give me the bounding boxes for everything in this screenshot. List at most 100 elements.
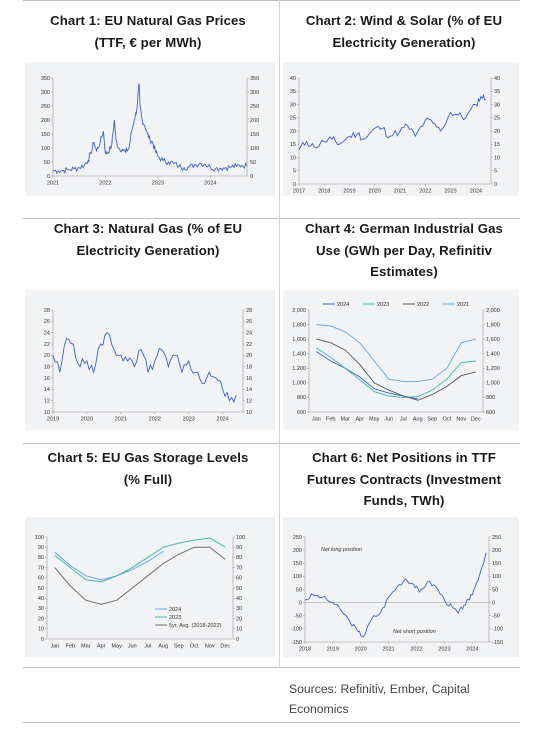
c2-ytick-label-right: 20: [494, 129, 500, 135]
c2-ytick-label-left: 35: [290, 89, 296, 95]
c5-series-0: [54, 550, 164, 581]
c5-xtick-label: Mar: [81, 644, 91, 650]
c6-ytick-label-right: 0: [492, 600, 495, 606]
c3-ytick-label-right: 28: [246, 308, 252, 314]
c6-ytick-label-right: -100: [492, 627, 503, 633]
c4-xtick-label: Sep: [427, 417, 437, 423]
c5-series-2: [54, 546, 226, 605]
c3-xtick-label: 2022: [149, 417, 161, 423]
c3-ytick-label-right: 22: [246, 342, 252, 348]
c2-ytick-label-right: 30: [494, 102, 500, 108]
c6-annotation-short: Net short position: [393, 629, 436, 635]
c4-ytick-label-left: 2,000: [292, 308, 306, 314]
c4-xtick-label: Oct: [442, 417, 451, 423]
c6-ytick-label-left: 250: [293, 535, 302, 541]
chart5-title-line1: Chart 5: EU Gas Storage Levels: [47, 450, 249, 465]
c4-xtick-label: Apr: [355, 417, 364, 423]
c6-annotation-long: Net long position: [321, 547, 362, 553]
c4-xtick-label: Jan: [312, 417, 321, 423]
c6-ytick-label-left: 50: [296, 587, 302, 593]
c5-ytick-label-left: 40: [38, 596, 44, 602]
c3-xtick-label: 2021: [115, 417, 127, 423]
c5-ytick-label-right: 20: [236, 616, 242, 622]
c1-xtick-label: 2024: [204, 181, 216, 187]
c3-ytick-label-left: 12: [44, 398, 50, 404]
c5-ytick-label-left: 80: [38, 555, 44, 561]
c3-ytick-label-left: 28: [44, 308, 50, 314]
c3-ytick-label-left: 10: [44, 410, 50, 416]
c4-legend-label: 2024: [337, 302, 349, 308]
sources-note: Sources: Refinitiv, Ember, Capital Econo…: [289, 682, 470, 716]
c3-ytick-label-left: 14: [44, 387, 50, 393]
c5-xtick-label: Nov: [205, 644, 215, 650]
c5-ytick-label-left: 100: [35, 535, 44, 541]
c1-ytick-label-right: 350: [250, 76, 259, 82]
chart6-svg: -150 -150 -100 -100 -50 -50 0 0 50 50 100 100 150 150…: [291, 535, 503, 653]
chart4-svg: 600 600 800 800 1,000 1,000 1,200 1,200 1,400 1,4…: [292, 302, 500, 423]
c6-ytick-label-right: -50: [492, 614, 500, 620]
c1-ytick-label-left: 0: [47, 174, 50, 180]
c1-xtick-label: 2021: [47, 181, 59, 187]
chart1-svg: 0 0 50 50 100 100 150 150 200 200 250 250 300 300 350 3…: [41, 76, 259, 187]
c5-xtick-label: Aug: [158, 644, 168, 650]
c4-ytick-label-left: 1,600: [292, 337, 306, 343]
c5-ytick-label-right: 10: [236, 627, 242, 633]
c4-ytick-label-right: 1,800: [486, 322, 500, 328]
c5-ytick-label-left: 0: [41, 637, 44, 643]
c5-xtick-label: Dec: [220, 644, 230, 650]
chart6-panel: -150 -150 -100 -100 -50 -50 0 0 50 50 100 100 150 150…: [283, 517, 519, 657]
chart2-title: Chart 2: Wind & Solar (% of EU Electrici…: [286, 10, 522, 53]
c2-ytick-label-right: 5: [494, 169, 497, 175]
c3-ytick-label-left: 24: [44, 330, 50, 336]
c6-xtick-label: 2018: [299, 647, 311, 653]
c5-legend-label: 5yr. Avg. (2018-2022): [169, 623, 222, 629]
c2-xtick-label: 2024: [470, 189, 482, 195]
c3-ytick-label-right: 26: [246, 319, 252, 325]
c1-ytick-label-left: 50: [44, 160, 50, 166]
c5-ytick-label-right: 50: [236, 586, 242, 592]
c6-xtick-label: 2022: [410, 647, 422, 653]
c5-ytick-label-left: 10: [38, 627, 44, 633]
chart1-title-line1: Chart 1: EU Natural Gas Prices: [50, 13, 246, 28]
c6-ytick-label-left: -50: [294, 614, 302, 620]
c1-series-line: [52, 83, 248, 175]
c3-ytick-label-right: 20: [246, 353, 252, 359]
c6-ytick-label-right: 250: [492, 535, 501, 541]
chart6-title: Chart 6: Net Positions in TTF Futures Co…: [286, 447, 522, 512]
chart5-panel: 0 0 10 10 20 20 30 30 40 40 50 50 60 60 70 70 80 80 90 90 10…: [25, 517, 275, 657]
c4-xtick-label: Dec: [471, 417, 481, 423]
c5-ytick-label-right: 80: [236, 555, 242, 561]
chart1-title: Chart 1: EU Natural Gas Prices (TTF, € p…: [28, 10, 268, 53]
c2-ytick-label-right: 15: [494, 142, 500, 148]
c5-ytick-label-right: 100: [236, 535, 245, 541]
c1-ytick-label-right: 300: [250, 90, 259, 96]
c5-xtick-label: Feb: [66, 644, 75, 650]
c4-series-2022: [316, 338, 476, 401]
c6-ytick-label-right: -150: [492, 640, 503, 646]
c5-series-1: [54, 537, 226, 583]
c4-series-2021: [316, 324, 476, 382]
c6-ytick-label-left: 100: [293, 574, 302, 580]
c1-ytick-label-right: 50: [250, 160, 256, 166]
c6-xtick-label: 2021: [383, 647, 395, 653]
chart2-title-line2: Electricity Generation): [332, 34, 476, 50]
c1-ytick-label-left: 150: [41, 132, 50, 138]
c5-ytick-label-left: 90: [38, 545, 44, 551]
c5-ytick-label-left: 60: [38, 576, 44, 582]
c6-ytick-label-right: 150: [492, 561, 501, 567]
chart3-title-line2: Electricity Generation): [76, 242, 220, 258]
chart6-title-line2: Futures Contracts (Investment: [306, 471, 502, 487]
c4-ytick-label-left: 600: [297, 410, 306, 416]
c3-ytick-label-right: 10: [246, 410, 252, 416]
c6-ytick-label-left: -100: [291, 627, 302, 633]
c2-ytick-label-left: 25: [290, 116, 296, 122]
c5-xtick-label: May: [112, 644, 123, 650]
c1-ytick-label-right: 150: [250, 132, 259, 138]
c4-ytick-label-left: 1,400: [292, 352, 306, 358]
c6-xtick-label: 2023: [438, 647, 450, 653]
c2-xtick-label: 2021: [394, 189, 406, 195]
c3-xtick-label: 2019: [47, 417, 59, 423]
c4-xtick-label: Jun: [384, 417, 393, 423]
